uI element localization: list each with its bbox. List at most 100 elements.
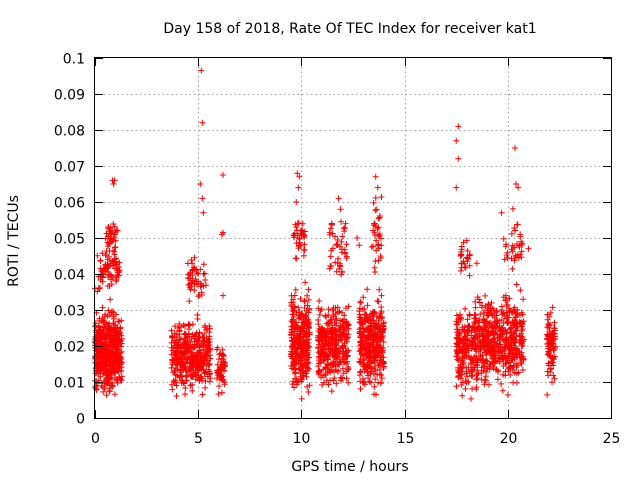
data-point bbox=[168, 364, 175, 371]
data-point bbox=[509, 322, 516, 329]
data-point bbox=[193, 269, 200, 276]
data-point bbox=[203, 347, 210, 354]
data-point bbox=[294, 345, 301, 352]
data-point bbox=[356, 305, 363, 312]
data-point bbox=[470, 364, 477, 371]
data-point bbox=[454, 356, 461, 363]
data-point bbox=[330, 377, 337, 384]
data-point bbox=[339, 336, 346, 343]
data-point bbox=[456, 347, 463, 354]
data-point bbox=[489, 353, 496, 360]
data-point bbox=[114, 325, 121, 332]
data-point bbox=[504, 318, 511, 325]
data-point bbox=[195, 270, 202, 277]
data-point bbox=[491, 314, 498, 321]
data-point bbox=[332, 304, 339, 311]
data-point bbox=[105, 346, 112, 353]
data-point bbox=[461, 353, 468, 360]
data-point bbox=[106, 248, 113, 255]
data-point bbox=[168, 327, 175, 334]
data-point bbox=[471, 353, 478, 360]
data-point bbox=[374, 242, 381, 249]
data-point bbox=[465, 327, 472, 334]
data-point bbox=[206, 378, 213, 385]
data-point bbox=[326, 351, 333, 358]
data-point bbox=[103, 230, 110, 237]
data-point bbox=[200, 209, 207, 216]
data-point bbox=[368, 243, 375, 250]
data-point bbox=[111, 369, 118, 376]
data-point bbox=[113, 358, 120, 365]
data-point bbox=[327, 253, 334, 260]
data-point bbox=[372, 376, 379, 383]
data-point bbox=[182, 391, 189, 398]
data-point bbox=[464, 247, 471, 254]
data-point bbox=[461, 264, 468, 271]
data-point bbox=[325, 346, 332, 353]
data-point bbox=[365, 351, 372, 358]
data-point bbox=[369, 339, 376, 346]
data-point bbox=[359, 361, 366, 368]
data-point bbox=[332, 332, 339, 339]
data-point bbox=[499, 311, 506, 318]
data-point bbox=[379, 327, 386, 334]
data-point bbox=[372, 324, 379, 331]
data-point bbox=[116, 268, 123, 275]
data-point bbox=[94, 346, 101, 353]
data-point bbox=[289, 316, 296, 323]
data-point bbox=[551, 325, 558, 332]
data-point bbox=[336, 262, 343, 269]
data-point bbox=[334, 242, 341, 249]
data-point bbox=[378, 334, 385, 341]
data-point bbox=[486, 381, 493, 388]
data-point bbox=[507, 307, 514, 314]
data-point bbox=[515, 184, 522, 191]
data-point bbox=[318, 306, 325, 313]
data-point bbox=[198, 289, 205, 296]
data-point bbox=[453, 320, 460, 327]
data-point bbox=[341, 228, 348, 235]
data-point bbox=[298, 326, 305, 333]
data-point bbox=[370, 243, 377, 250]
data-point bbox=[200, 261, 207, 268]
data-point bbox=[200, 283, 207, 290]
data-point bbox=[98, 318, 105, 325]
data-point bbox=[305, 286, 312, 293]
data-point bbox=[111, 391, 118, 398]
data-point bbox=[473, 317, 480, 324]
data-point bbox=[293, 255, 300, 262]
data-point bbox=[466, 312, 473, 319]
y-tick-label: 0.03 bbox=[54, 304, 85, 320]
data-point bbox=[518, 248, 525, 255]
data-point bbox=[109, 227, 116, 234]
data-point bbox=[357, 316, 364, 323]
data-point bbox=[343, 319, 350, 326]
data-point bbox=[457, 267, 464, 274]
data-point bbox=[110, 220, 117, 227]
data-point bbox=[514, 345, 521, 352]
data-point bbox=[317, 359, 324, 366]
data-point bbox=[111, 177, 118, 184]
data-point bbox=[219, 292, 226, 299]
data-point bbox=[373, 343, 380, 350]
data-point bbox=[318, 351, 325, 358]
data-point bbox=[490, 335, 497, 342]
data-point bbox=[340, 370, 347, 377]
data-point bbox=[295, 184, 302, 191]
data-point bbox=[328, 388, 335, 395]
data-point bbox=[334, 361, 341, 368]
data-point bbox=[510, 353, 517, 360]
data-point bbox=[183, 341, 190, 348]
data-point bbox=[324, 355, 331, 362]
data-point bbox=[472, 298, 479, 305]
data-point bbox=[367, 371, 374, 378]
data-point bbox=[499, 356, 506, 363]
data-point bbox=[498, 316, 505, 323]
x-axis-title: GPS time / hours bbox=[291, 459, 408, 475]
data-point bbox=[305, 324, 312, 331]
data-point bbox=[178, 355, 185, 362]
data-point bbox=[197, 181, 204, 187]
data-point bbox=[380, 338, 387, 345]
data-point bbox=[375, 336, 382, 343]
data-point bbox=[116, 259, 123, 266]
